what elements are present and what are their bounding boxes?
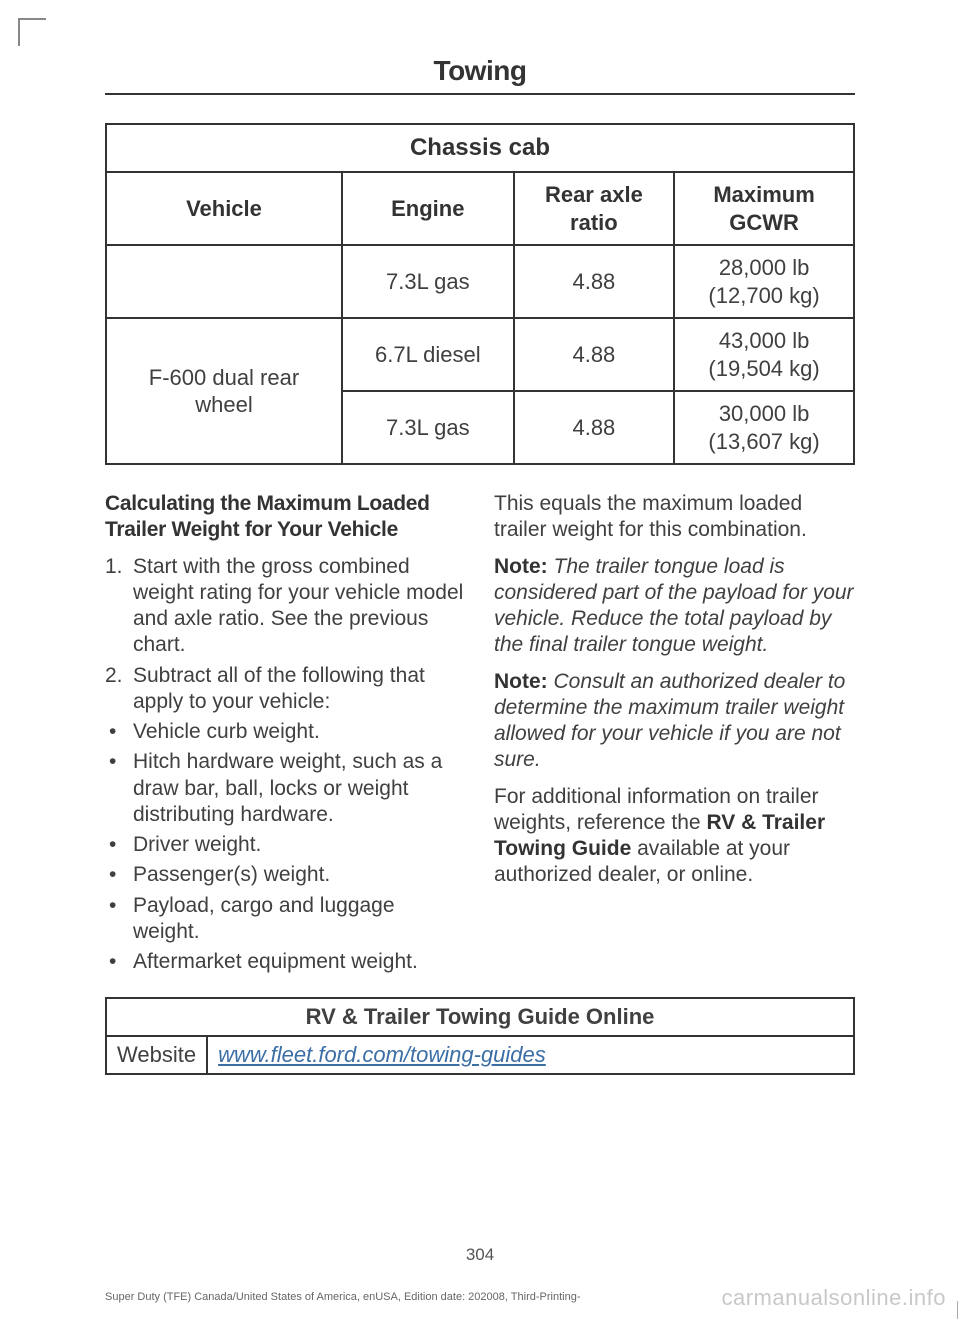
step-text: Subtract all of the following that apply… bbox=[133, 663, 466, 716]
edition-footer: Super Duty (TFE) Canada/United States of… bbox=[105, 1291, 580, 1303]
bullet-icon: • bbox=[105, 749, 133, 828]
note-paragraph: Note: Consult an authorized dealer to de… bbox=[494, 669, 855, 774]
cell-engine: 6.7L diesel bbox=[342, 318, 514, 391]
cell-engine: 7.3L gas bbox=[342, 391, 514, 464]
bullet-icon: • bbox=[105, 862, 133, 888]
note-text: Consult an authorized dealer to determin… bbox=[494, 670, 845, 772]
step-number: 1. bbox=[105, 554, 133, 659]
bullet-list: •Vehicle curb weight. •Hitch hardware we… bbox=[105, 719, 466, 975]
list-item: •Aftermarket equipment weight. bbox=[105, 949, 466, 975]
step-list: 1.Start with the gross combined weight r… bbox=[105, 554, 466, 716]
cell-ratio: 4.88 bbox=[514, 391, 675, 464]
cell-gcwr: 28,000 lb(12,700 kg) bbox=[674, 245, 854, 318]
corner-mark-br bbox=[952, 1301, 958, 1319]
bullet-text: Hitch hardware weight, such as a draw ba… bbox=[133, 749, 466, 828]
paragraph: This equals the maximum loaded trailer w… bbox=[494, 491, 855, 544]
table-row: 7.3L gas 4.88 28,000 lb(12,700 kg) bbox=[106, 245, 854, 318]
cell-vehicle bbox=[106, 245, 342, 318]
bullet-icon: • bbox=[105, 949, 133, 975]
table-row: F-600 dual rearwheel 6.7L diesel 4.88 43… bbox=[106, 318, 854, 391]
paragraph: For additional information on trailer we… bbox=[494, 784, 855, 889]
left-column: Calculating the Maximum Loaded Trailer W… bbox=[105, 491, 466, 979]
list-item: •Vehicle curb weight. bbox=[105, 719, 466, 745]
cell-ratio: 4.88 bbox=[514, 318, 675, 391]
col-vehicle: Vehicle bbox=[106, 172, 342, 245]
page-number: 304 bbox=[40, 1245, 920, 1265]
step-text: Start with the gross combined weight rat… bbox=[133, 554, 466, 659]
bullet-icon: • bbox=[105, 719, 133, 745]
bullet-text: Vehicle curb weight. bbox=[133, 719, 320, 745]
watermark: carmanualsonline.info bbox=[721, 1285, 946, 1311]
section-heading: Calculating the Maximum Loaded Trailer W… bbox=[105, 491, 466, 544]
cell-gcwr: 43,000 lb(19,504 kg) bbox=[674, 318, 854, 391]
cell-ratio: 4.88 bbox=[514, 245, 675, 318]
guide-link[interactable]: www.fleet.ford.com/towing-guides bbox=[218, 1042, 546, 1067]
right-column: This equals the maximum loaded trailer w… bbox=[494, 491, 855, 979]
cell-vehicle: F-600 dual rearwheel bbox=[106, 318, 342, 464]
list-item: •Driver weight. bbox=[105, 832, 466, 858]
col-ratio: Rear axleratio bbox=[514, 172, 675, 245]
step-number: 2. bbox=[105, 663, 133, 716]
bullet-text: Passenger(s) weight. bbox=[133, 862, 330, 888]
page-title: Towing bbox=[105, 55, 855, 95]
list-item: •Hitch hardware weight, such as a draw b… bbox=[105, 749, 466, 828]
list-item: •Passenger(s) weight. bbox=[105, 862, 466, 888]
bullet-text: Payload, cargo and luggage weight. bbox=[133, 893, 466, 946]
col-engine: Engine bbox=[342, 172, 514, 245]
cell-engine: 7.3L gas bbox=[342, 245, 514, 318]
list-item: 1.Start with the gross combined weight r… bbox=[105, 554, 466, 659]
two-column-body: Calculating the Maximum Loaded Trailer W… bbox=[105, 491, 855, 979]
note-paragraph: Note: The trailer tongue load is conside… bbox=[494, 554, 855, 659]
note-label: Note: bbox=[494, 555, 548, 578]
bullet-text: Aftermarket equipment weight. bbox=[133, 949, 418, 975]
guide-caption: RV & Trailer Towing Guide Online bbox=[106, 998, 854, 1036]
guide-url-cell: www.fleet.ford.com/towing-guides bbox=[207, 1036, 854, 1074]
bullet-icon: • bbox=[105, 832, 133, 858]
list-item: •Payload, cargo and luggage weight. bbox=[105, 893, 466, 946]
list-item: 2.Subtract all of the following that app… bbox=[105, 663, 466, 716]
bullet-text: Driver weight. bbox=[133, 832, 261, 858]
note-text: The trailer tongue load is considered pa… bbox=[494, 555, 854, 657]
table-caption: Chassis cab bbox=[106, 124, 854, 172]
col-gcwr: MaximumGCWR bbox=[674, 172, 854, 245]
guide-label: Website bbox=[106, 1036, 207, 1074]
guide-table: RV & Trailer Towing Guide Online Website… bbox=[105, 997, 855, 1075]
page-container: Towing Chassis cab Vehicle Engine Rear a… bbox=[40, 0, 920, 1337]
chassis-cab-table: Chassis cab Vehicle Engine Rear axlerati… bbox=[105, 123, 855, 465]
bullet-icon: • bbox=[105, 893, 133, 946]
note-label: Note: bbox=[494, 670, 548, 693]
cell-gcwr: 30,000 lb(13,607 kg) bbox=[674, 391, 854, 464]
